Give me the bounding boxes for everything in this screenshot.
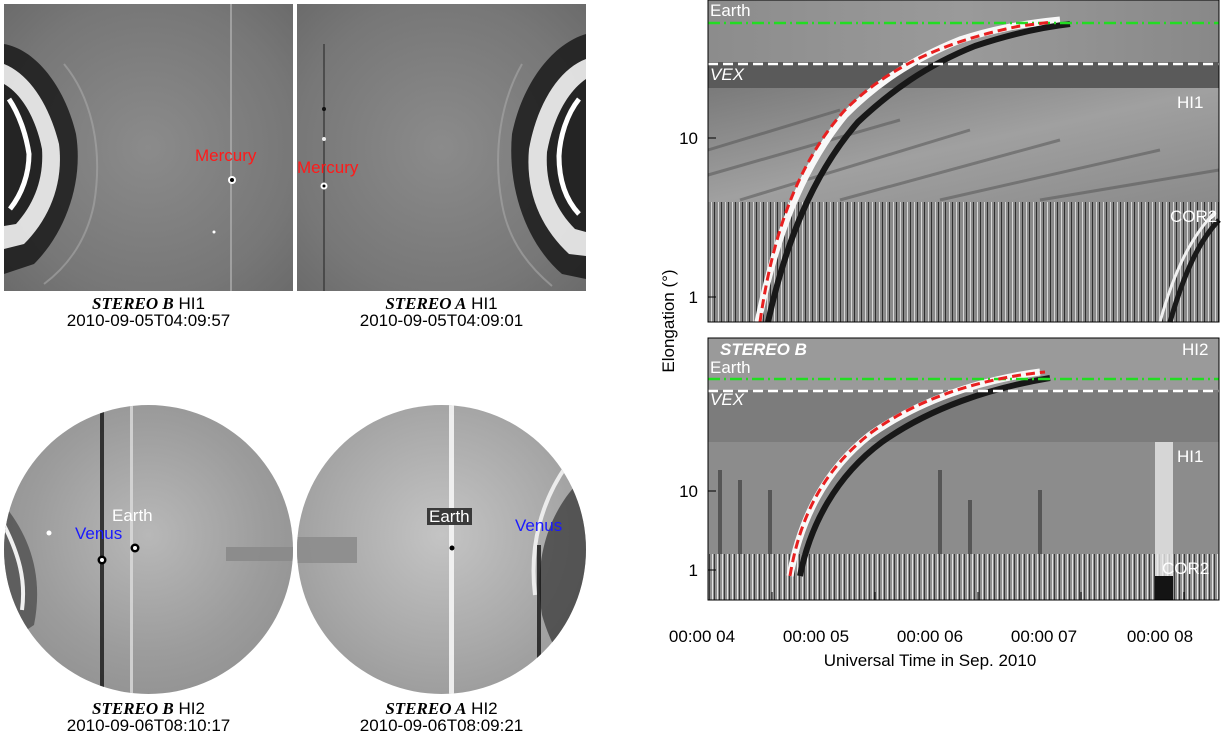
instrument-name: HI2 (471, 699, 498, 718)
hi1-label: HI1 (1177, 93, 1203, 112)
cor2-label: COR2 (1162, 559, 1209, 578)
timestamp: 2010-09-06T08:09:21 (359, 716, 524, 735)
mercury-label: Mercury (195, 146, 257, 165)
stereo-a-hi1-image: Mercury (297, 4, 586, 291)
instrument-name: HI1 (178, 294, 205, 313)
stereo-b-hi1-image: Mercury (4, 4, 293, 291)
x-axis-title: Universal Time in Sep. 2010 (824, 651, 1037, 670)
stereo-a-hi2-image: Earth Venus (297, 405, 586, 694)
stereo-a-hi2-features (297, 405, 586, 694)
lower-jmap-panel: STEREO B HI2 Earth VEX HI1 COR2 (707, 337, 1220, 601)
stereo-b-hi1-features (4, 4, 236, 291)
cor2-label: COR2 (1170, 207, 1217, 226)
satellite-name: STEREO A (385, 699, 467, 718)
timestamp: 2010-09-06T08:10:17 (66, 716, 231, 735)
stereo-b-hi2-caption: STEREO B HI2 2010-09-06T08:10:17 (4, 700, 293, 734)
earth-label: Earth (710, 1, 751, 20)
x-tick-label: 00:00 08 (1127, 627, 1193, 646)
x-tick-label: 00:00 07 (1011, 627, 1077, 646)
y-tick-label: 1 (689, 288, 698, 307)
vex-label: VEX (710, 390, 745, 409)
timestamp: 2010-09-05T04:09:57 (66, 311, 231, 330)
timestamp: 2010-09-05T04:09:01 (359, 311, 524, 330)
stereo-b-hi1-caption: STEREO B HI1 2010-09-05T04:09:57 (4, 295, 293, 329)
x-tick-label: 00:00 06 (897, 627, 963, 646)
y-axis-title: Elongation (°) (659, 269, 678, 372)
y-tick-label: 10 (679, 482, 698, 501)
x-tick-label: 00:00 04 (669, 627, 735, 646)
y-tick-label: 10 (679, 129, 698, 148)
y-tick-label: 1 (689, 561, 698, 580)
time-elongation-jmap: Earth VEX HI1 COR2 STEREO B HI2 Earth VE… (659, 0, 1221, 670)
instrument-name: HI2 (178, 699, 205, 718)
stereo-b-hi2-features (4, 405, 293, 694)
x-tick-label: 00:00 05 (783, 627, 849, 646)
upper-jmap-panel: Earth VEX HI1 COR2 (707, 0, 1221, 323)
venus-label: Venus (75, 524, 123, 543)
earth-label: Earth (112, 506, 153, 525)
axis-ticks (708, 137, 1185, 600)
satellite-label: STEREO B (720, 340, 807, 359)
stereo-a-hi2-caption: STEREO A HI2 2010-09-06T08:09:21 (297, 700, 586, 734)
satellite-name: STEREO B (92, 294, 174, 313)
satellite-name: STEREO A (385, 294, 467, 313)
earth-label: Earth (710, 358, 751, 377)
hi1-label: HI1 (1177, 447, 1203, 466)
stereo-a-hi1-features (320, 34, 586, 291)
satellite-name: STEREO B (92, 699, 174, 718)
stereo-a-hi1-caption: STEREO A HI1 2010-09-05T04:09:01 (297, 295, 586, 329)
hi2-label: HI2 (1182, 340, 1208, 359)
mercury-label: Mercury (297, 158, 359, 177)
stereo-b-hi2-image: Earth Venus (4, 405, 293, 694)
venus-label: Venus (515, 516, 563, 535)
earth-label: Earth (427, 507, 472, 526)
vex-label: VEX (710, 65, 745, 84)
instrument-name: HI1 (471, 294, 498, 313)
